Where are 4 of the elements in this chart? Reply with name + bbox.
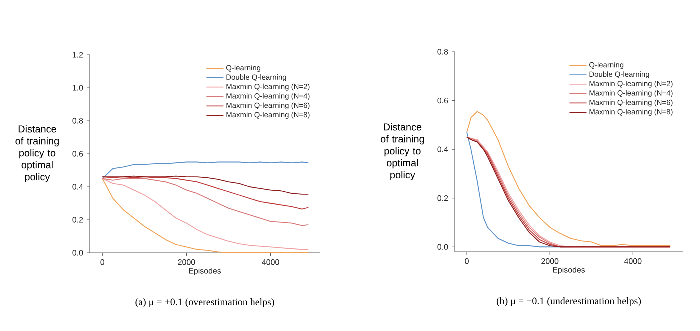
y-axis-title: Distance of training policy to optimal policy	[16, 125, 59, 183]
y-axis-title: Distance of training policy to optimal policy	[380, 123, 424, 181]
text: (a) μ = +0.1 (overestimation helps)	[136, 298, 274, 308]
text: (b) μ = −0.1 (underestimation helps)	[496, 298, 642, 307]
